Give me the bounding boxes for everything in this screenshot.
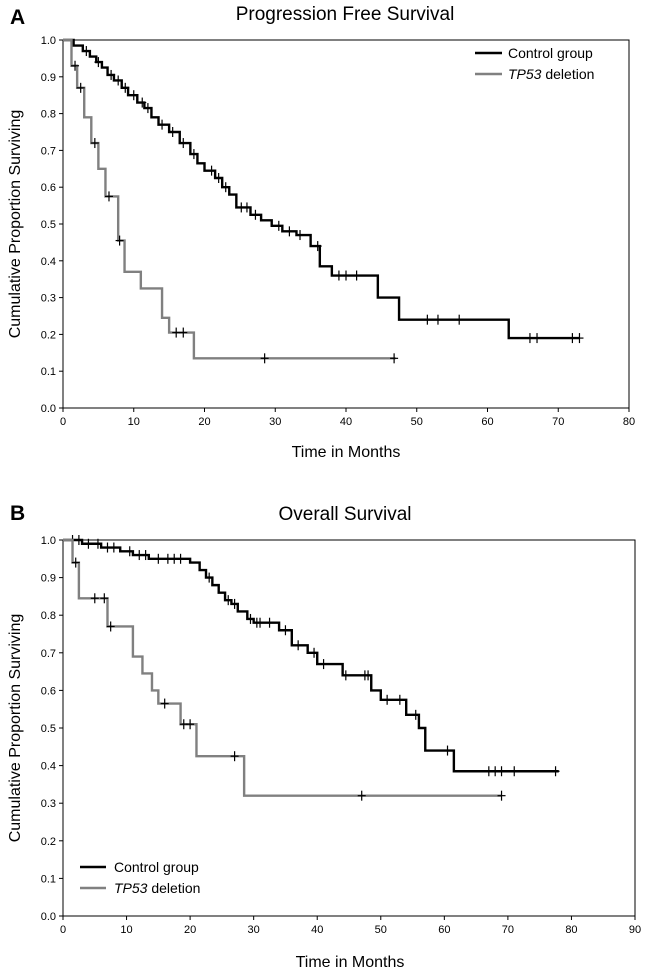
panel-b-legend-label-tp53: TP53 deletion: [114, 880, 200, 896]
x-tick-label: 60: [438, 924, 450, 936]
panel-a: A Progression Free Survival 0 10 20 30 40 50 6…: [7, 4, 635, 461]
x-tick-label: 30: [269, 416, 281, 428]
x-tick-label: 80: [565, 924, 577, 936]
panel-a-x-axis-title: Time in Months: [292, 444, 401, 461]
panel-b-title: Overall Survival: [278, 504, 411, 525]
y-tick-label: 0.2: [41, 329, 56, 341]
x-tick-label: 90: [629, 924, 641, 936]
panel-b-y-axis-title: Cumulative Proportion Surviving: [7, 614, 24, 843]
panel-b-series: [63, 535, 560, 801]
x-tick-label: 60: [481, 416, 493, 428]
x-tick-label: 10: [128, 416, 140, 428]
x-tick-label: 0: [60, 924, 66, 936]
y-tick-label: 0.5: [41, 723, 56, 735]
series-control-line: [63, 38, 580, 340]
series-tp53-line: [63, 538, 502, 797]
panel-a-title: Progression Free Survival: [236, 4, 455, 25]
x-tick-label: 80: [623, 416, 635, 428]
x-tick-label: 50: [411, 416, 423, 428]
panel-b-x-ticks: 0 10 20 30 40 50 60 70 80 90: [60, 916, 641, 936]
panel-a-letter: A: [10, 6, 25, 29]
panel-a-legend-label-tp53: TP53 deletion: [508, 66, 594, 82]
x-tick-label: 40: [340, 416, 352, 428]
y-tick-label: 0.2: [41, 836, 56, 848]
panel-a-x-ticks: 0 10 20 30 40 50 60 70 80: [60, 408, 635, 428]
x-tick-label: 50: [375, 924, 387, 936]
y-tick-label: 0.3: [41, 293, 56, 305]
series-control-line: [63, 538, 559, 773]
y-tick-label: 0.1: [41, 873, 56, 885]
panel-a-series: [63, 38, 584, 364]
y-tick-label: 0.6: [41, 182, 56, 194]
y-tick-label: 0.4: [41, 761, 56, 773]
y-tick-label: 0.7: [41, 648, 56, 660]
y-tick-label: 0.3: [41, 798, 56, 810]
y-tick-label: 0.8: [41, 109, 56, 121]
panel-b-legend: Control group TP53 deletion: [80, 859, 200, 896]
panel-b-letter: B: [10, 502, 25, 525]
y-tick-label: 0.1: [41, 366, 56, 378]
y-tick-label: 0.6: [41, 685, 56, 697]
x-tick-label: 70: [552, 416, 564, 428]
panel-b: B Overall Survival 0 10 20 30 40 50 60 70 80 90 0…: [7, 502, 641, 971]
panel-a-y-ticks: 0.0 0.1 0.2 0.3 0.4 0.5 0.6 0.7 0.8 0.9 1.0: [41, 35, 63, 415]
x-tick-label: 20: [184, 924, 196, 936]
y-tick-label: 0.7: [41, 145, 56, 157]
panel-a-legend: Control group TP53 deletion: [475, 45, 594, 82]
x-tick-label: 30: [248, 924, 260, 936]
y-tick-label: 1.0: [41, 35, 56, 47]
x-tick-label: 0: [60, 416, 66, 428]
x-tick-label: 20: [198, 416, 210, 428]
panel-a-legend-label-control: Control group: [508, 45, 593, 61]
panel-b-x-axis-title: Time in Months: [296, 954, 405, 971]
y-tick-label: 1.0: [41, 535, 56, 547]
x-tick-label: 70: [502, 924, 514, 936]
panel-b-y-ticks: 0.0 0.1 0.2 0.3 0.4 0.5 0.6 0.7 0.8 0.9 1.0: [41, 535, 63, 923]
y-tick-label: 0.9: [41, 72, 56, 84]
y-tick-label: 0.4: [41, 256, 56, 268]
panel-a-y-axis-title: Cumulative Proportion Surviving: [7, 110, 24, 339]
panel-b-legend-label-control: Control group: [114, 859, 199, 875]
y-tick-label: 0.9: [41, 573, 56, 585]
y-tick-label: 0.0: [41, 911, 56, 923]
y-tick-label: 0.5: [41, 219, 56, 231]
y-tick-label: 0.8: [41, 610, 56, 622]
x-tick-label: 10: [120, 924, 132, 936]
y-tick-label: 0.0: [41, 403, 56, 415]
x-tick-label: 40: [311, 924, 323, 936]
